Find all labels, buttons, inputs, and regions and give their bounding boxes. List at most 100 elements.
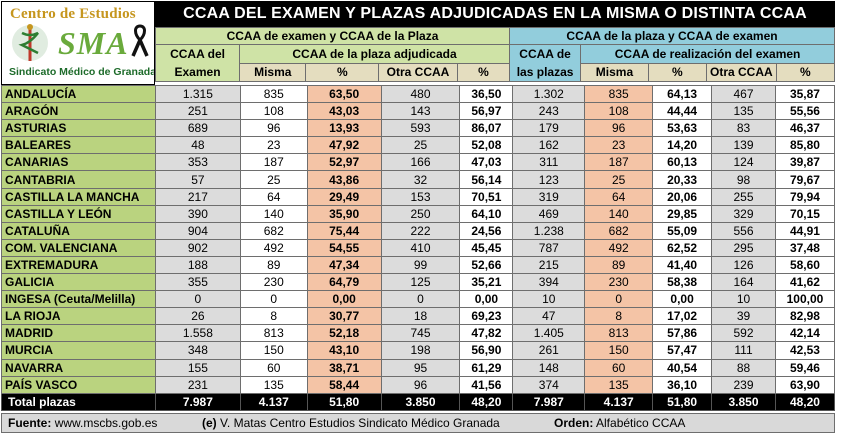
- cell-exam: 26: [154, 307, 241, 326]
- cell-otra2: 295: [711, 238, 776, 257]
- subgroup-header-left: CCAA de la plaza adjudicada: [239, 44, 510, 64]
- black-ribbon-icon: [131, 24, 149, 57]
- cell-plazas: 148: [512, 358, 586, 377]
- cell-plazas: 319: [512, 187, 586, 206]
- cell-otra1: 0: [380, 290, 461, 309]
- cell-otra1: 593: [380, 119, 461, 138]
- cell-misma1: 140: [239, 204, 308, 223]
- cell-pct4: 85,80: [774, 136, 836, 155]
- cell-pct1: 64,79: [306, 273, 382, 292]
- cell-plazas: 162: [512, 136, 586, 155]
- cell-plazas: 787: [512, 238, 586, 257]
- total-pct2: 48,20: [459, 392, 514, 411]
- cell-pct1: 35,90: [306, 204, 382, 223]
- cell-plazas: 243: [512, 102, 586, 121]
- cell-pct4: 35,87: [774, 84, 836, 104]
- cell-pct1: 0,00: [306, 290, 382, 309]
- cell-otra1: 95: [380, 358, 461, 377]
- cell-pct1: 13,93: [306, 119, 382, 138]
- cell-pct2: 64,10: [459, 204, 514, 223]
- logo: Centro de Estudios SMA Sindicato Médico …: [1, 1, 155, 85]
- cell-plazas: 469: [512, 204, 586, 223]
- cell-misma2: 8: [584, 307, 654, 326]
- cell-pct4: 39,87: [774, 153, 836, 172]
- row-ccaa-name: MURCIA: [1, 341, 156, 360]
- cell-otra1: 480: [380, 84, 461, 104]
- footer-source: Fuente: www.mscbs.gob.es: [8, 416, 158, 430]
- cell-pct1: 43,10: [306, 341, 382, 360]
- cell-plazas: 374: [512, 375, 586, 394]
- cell-plazas: 1.405: [512, 324, 586, 343]
- cell-misma1: 23: [239, 136, 308, 155]
- cell-otra1: 99: [380, 255, 461, 275]
- cell-pct2: 56,97: [459, 102, 514, 121]
- table-row: ARAGÓN 251 108 43,03 143 56,97 243 108 44,44 135 5…: [1, 102, 836, 121]
- cell-misma2: 813: [584, 324, 654, 343]
- cell-pct2: 56,90: [459, 341, 514, 360]
- cell-plazas: 1.302: [512, 84, 586, 104]
- logo-sma-text: SMA: [58, 25, 129, 61]
- cell-exam: 188: [154, 255, 241, 275]
- cell-pct4: 41,62: [774, 273, 836, 292]
- cell-otra2: 98: [711, 170, 776, 189]
- cell-exam: 1.558: [154, 324, 241, 343]
- table-row: CANARIAS 353 187 52,97 166 47,03 311 187 60,13 12…: [1, 153, 836, 172]
- row-ccaa-name: LA RIOJA: [1, 307, 156, 326]
- cell-pct3: 20,33: [652, 170, 713, 189]
- table-row: ANDALUCÍA 1.315 835 63,50 480 36,50 1.302 835 64…: [1, 84, 836, 104]
- total-misma1: 4.137: [239, 392, 308, 411]
- total-label: Total plazas: [1, 392, 156, 411]
- total-pct1: 51,80: [306, 392, 382, 411]
- cell-otra2: 329: [711, 204, 776, 223]
- cell-otra1: 745: [380, 324, 461, 343]
- cell-pct4: 55,56: [774, 102, 836, 121]
- cell-misma1: 108: [239, 102, 308, 121]
- cell-exam: 48: [154, 136, 241, 155]
- cell-otra1: 153: [380, 187, 461, 206]
- cell-pct3: 44,44: [652, 102, 713, 121]
- cell-pct2: 47,03: [459, 153, 514, 172]
- cell-misma2: 150: [584, 341, 654, 360]
- footer: Fuente: www.mscbs.gob.es (e) V. Matas Ce…: [1, 413, 835, 433]
- cell-pct4: 44,91: [774, 221, 836, 240]
- cell-misma2: 25: [584, 170, 654, 189]
- cell-otra2: 88: [711, 358, 776, 377]
- cell-exam: 353: [154, 153, 241, 172]
- cell-pct2: 52,08: [459, 136, 514, 155]
- total-otra1: 3.850: [380, 392, 461, 411]
- cell-plazas: 123: [512, 170, 586, 189]
- footer-credit: (e) V. Matas Centro Estudios Sindicato M…: [202, 416, 500, 430]
- header-table: CCAA de examen y CCAA de la Plaza CCAA d…: [154, 26, 836, 83]
- cell-pct1: 58,44: [306, 375, 382, 394]
- cell-otra2: 39: [711, 307, 776, 326]
- cell-pct3: 53,63: [652, 119, 713, 138]
- cell-exam: 348: [154, 341, 241, 360]
- cell-pct2: 24,56: [459, 221, 514, 240]
- row-ccaa-name: INGESA (Ceuta/Melilla): [1, 290, 156, 309]
- total-row: Total plazas 7.987 4.137 51,80 3.850 48,20 7.9…: [1, 392, 836, 411]
- row-ccaa-name: ANDALUCÍA: [1, 84, 156, 104]
- cell-misma2: 835: [584, 84, 654, 104]
- total-pct4: 48,20: [774, 392, 836, 411]
- group-header-left: CCAA de examen y CCAA de la Plaza: [155, 26, 510, 46]
- table-row: NAVARRA 155 60 38,71 95 61,29 148 60 40,54 88 59,4…: [1, 358, 836, 377]
- cell-misma2: 0: [584, 290, 654, 309]
- cell-misma2: 64: [584, 187, 654, 206]
- cell-otra1: 198: [380, 341, 461, 360]
- cell-pct3: 58,38: [652, 273, 713, 292]
- cell-misma2: 108: [584, 102, 654, 121]
- cell-pct2: 69,23: [459, 307, 514, 326]
- cell-exam: 1.315: [154, 84, 241, 104]
- cell-pct1: 43,86: [306, 170, 382, 189]
- table-row: MURCIA 348 150 43,10 198 56,90 261 150 57,47 111 4…: [1, 341, 836, 360]
- table-row: EXTREMADURA 188 89 47,34 99 52,66 215 89 41,40 12…: [1, 255, 836, 275]
- cell-otra2: 467: [711, 84, 776, 104]
- cell-pct4: 100,00: [774, 290, 836, 309]
- table-row: ASTURIAS 689 96 13,93 593 86,07 179 96 53,63 83 46…: [1, 119, 836, 138]
- cell-pct3: 14,20: [652, 136, 713, 155]
- cell-exam: 217: [154, 187, 241, 206]
- cell-pct1: 52,18: [306, 324, 382, 343]
- total-pct3: 51,80: [652, 392, 713, 411]
- cell-otra2: 10: [711, 290, 776, 309]
